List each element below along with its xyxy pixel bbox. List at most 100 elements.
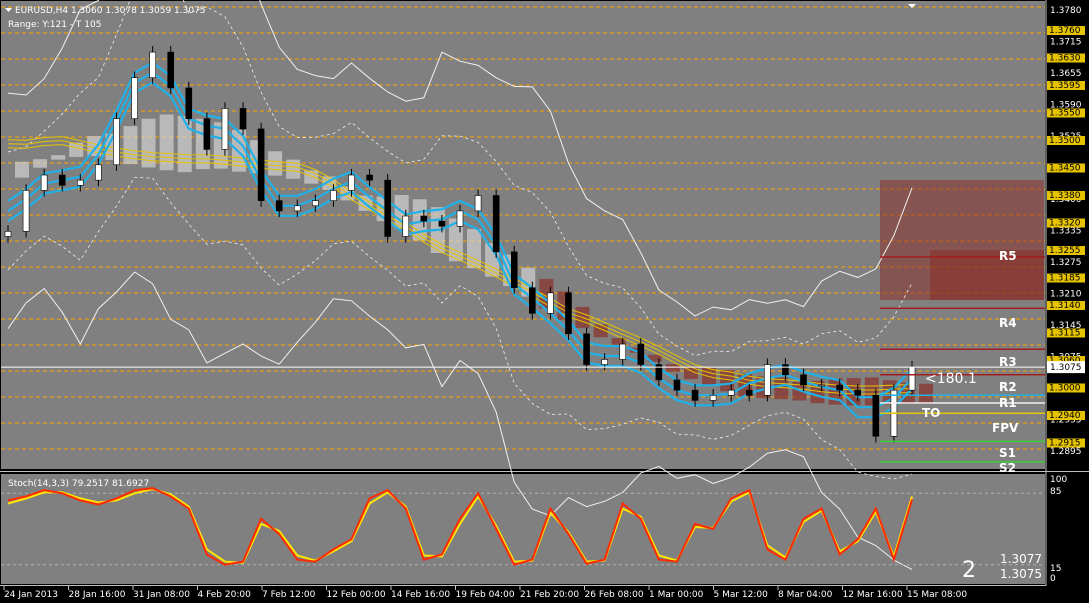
current-price-tag [1047, 361, 1085, 374]
stoch-level-100: 100 [1050, 475, 1067, 485]
candle-body [402, 215, 410, 237]
stoch-level-15: 15 [1050, 564, 1061, 574]
candle-body [565, 292, 572, 335]
time-tick-label: 5 Mar 12:00 [714, 590, 769, 600]
price-tick-label: 1.3210 [1050, 290, 1082, 300]
cloud-future [880, 180, 1044, 300]
pivot-levels [1, 256, 1045, 463]
stoch-level-0: 0 [1050, 574, 1056, 584]
time-axis: 24 Jan 2013 28 Jan 16:00 31 Jan 08:00 4 Feb… [3, 586, 967, 600]
candle-body [637, 343, 645, 365]
candle-body [818, 384, 825, 387]
ma-line-0 [7, 136, 913, 387]
price-level-label: 1.3595 [1049, 81, 1081, 91]
collapse-triangle-icon[interactable] [5, 8, 12, 12]
bid-price: 1.3077 [1000, 552, 1042, 566]
candle-body [77, 179, 84, 186]
pivot-r2-label: R2 [999, 380, 1017, 394]
candle-body [691, 389, 699, 401]
candle-body [95, 164, 102, 181]
ask-price: 1.3075 [1000, 567, 1042, 581]
candle-body [474, 195, 482, 212]
candle-body [673, 379, 681, 391]
price-level-label: 1.3550 [1049, 109, 1081, 119]
candle-body [221, 108, 229, 150]
candle-body [800, 374, 807, 386]
time-tick-label: 21 Feb 20:00 [520, 590, 579, 600]
candle-body [149, 51, 156, 79]
ma-line-2 [7, 144, 913, 395]
candle-body [312, 200, 319, 207]
time-tick-label: 28 Jan 16:00 [69, 590, 126, 600]
price-level-label: 1.3000 [1049, 384, 1081, 394]
candle-body [619, 343, 627, 360]
price-level-label: 1.3060 [1049, 356, 1081, 366]
candle-body [854, 389, 862, 396]
price-level-label: 1.3320 [1049, 219, 1081, 229]
candle-body [330, 190, 337, 201]
time-tick-label: 26 Feb 08:00 [585, 590, 644, 600]
candle-body [456, 210, 464, 227]
candle-body [529, 287, 536, 314]
price-level-tag [1047, 163, 1085, 173]
candle-body [22, 190, 30, 232]
bb-lower-inner [7, 176, 913, 480]
stochastic-panel[interactable] [1, 474, 1045, 584]
current-price-label: 1.3075 [1050, 363, 1082, 373]
price-tick-label: 1.3590 [1050, 101, 1082, 111]
price-tick-label: 1.3715 [1050, 38, 1082, 48]
bb-upper-inner [7, 0, 913, 357]
stochastic-lines [1, 487, 1045, 566]
pivot-to-label: TO [922, 406, 940, 420]
price-level-tag [1047, 383, 1085, 393]
candle-body [872, 394, 880, 437]
candle-body [275, 200, 283, 212]
candle-body [727, 389, 735, 396]
price-level-tag [1047, 136, 1085, 145]
time-tick-label: 15 Mar 08:00 [907, 590, 967, 600]
price-level-tag [1047, 108, 1085, 118]
price-level-label: 1.3450 [1049, 164, 1081, 174]
candle-body [167, 51, 175, 89]
time-tick-label: 24 Jan 2013 [4, 590, 58, 600]
candle-body [420, 215, 428, 222]
candle-body [4, 231, 12, 237]
pivot-s1-label: S1 [999, 446, 1016, 460]
price-level-tag [1047, 53, 1085, 63]
candle-body [908, 366, 916, 391]
candle-body [601, 359, 608, 365]
price-level-label: 1.2940 [1049, 411, 1081, 421]
price-level-label: 1.3140 [1049, 301, 1081, 311]
time-tick-label: 8 Mar 04:00 [778, 590, 833, 600]
shift-marker-icon[interactable] [908, 4, 916, 8]
candle-body [131, 77, 138, 119]
price-level-tag [1047, 218, 1085, 228]
price-level-tag [1047, 328, 1085, 338]
time-tick-label: 1 Mar 00:00 [649, 590, 704, 600]
price-level-tag [1047, 246, 1085, 255]
time-tick-label: 12 Mar 16:00 [843, 590, 903, 600]
price-level-label: 1.3760 [1049, 26, 1081, 36]
price-level-label: 1.3185 [1049, 274, 1081, 284]
candle-body [583, 333, 590, 365]
time-tick-label: 7 Feb 12:00 [262, 590, 316, 600]
range-label: Range: Y:121 - T 105 [8, 20, 101, 30]
candlestick-series [4, 45, 916, 443]
candle-body [113, 118, 120, 166]
stoch-level-85: 85 [1050, 487, 1061, 497]
candle-body [185, 87, 193, 119]
price-tick-label: 1.2895 [1050, 447, 1082, 457]
candle-body [384, 179, 391, 237]
pivot-r4-label: R4 [999, 316, 1017, 330]
time-tick-label: 4 Feb 20:00 [198, 590, 252, 600]
candle-body [40, 174, 48, 191]
pivot-r1-label: R1 [999, 396, 1017, 410]
candle-body [348, 174, 355, 191]
candle-body [836, 384, 843, 391]
price-level-tag [1047, 191, 1085, 200]
candle-body [547, 292, 554, 314]
price-level-tag [1047, 26, 1085, 35]
candle-body [492, 195, 500, 253]
